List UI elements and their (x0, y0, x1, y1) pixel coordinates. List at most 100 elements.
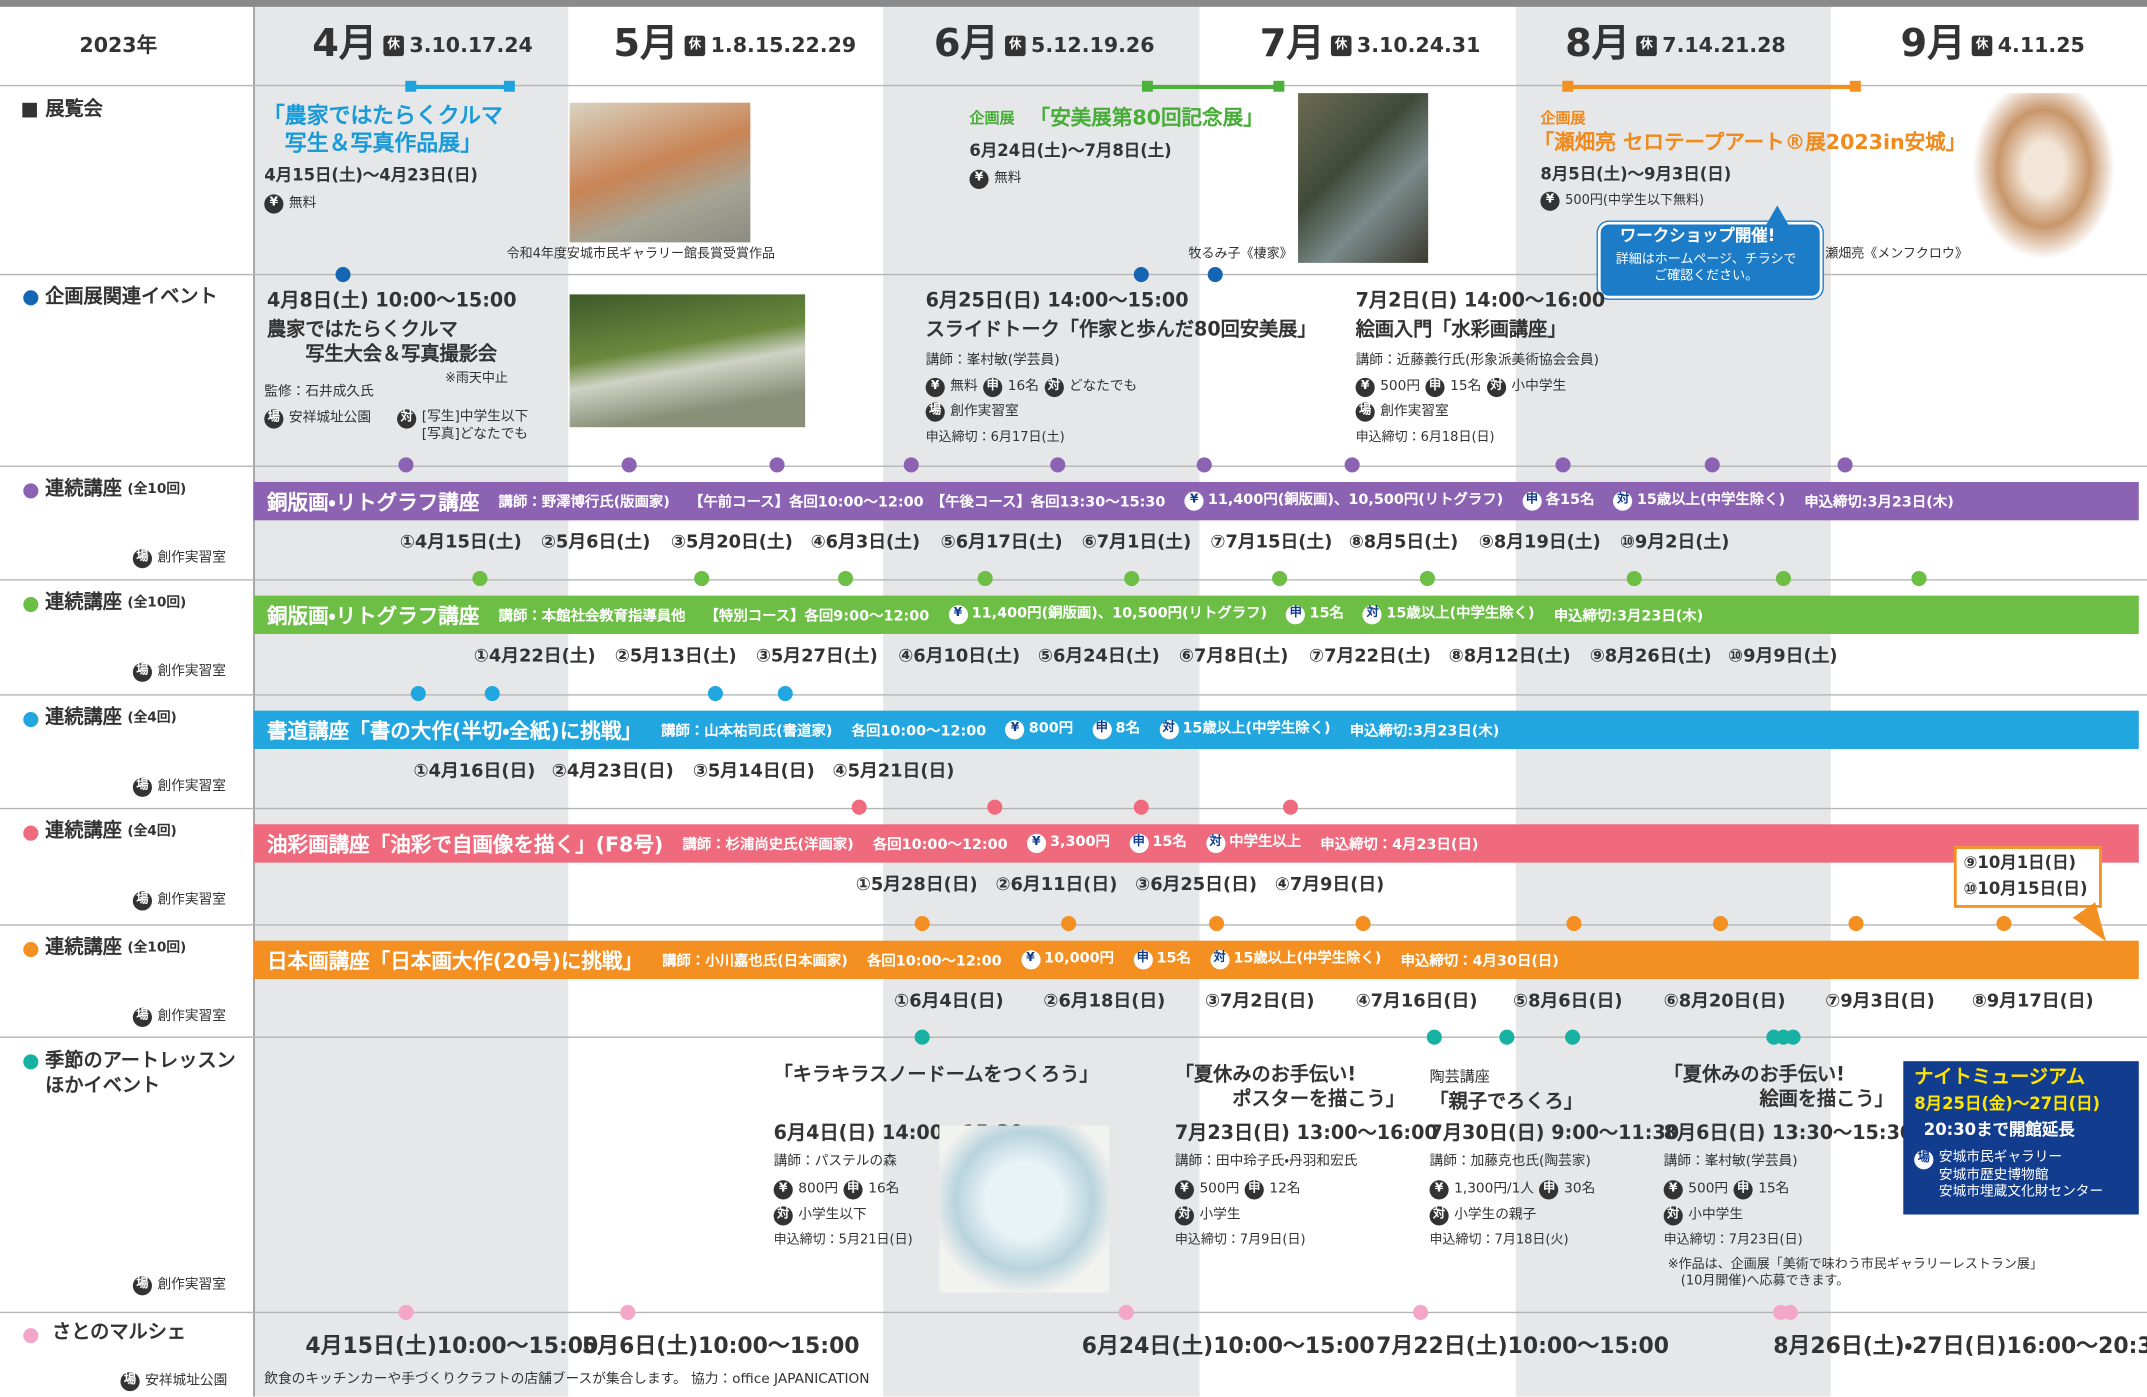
date-dot (1123, 570, 1139, 586)
date-dot (1782, 1304, 1798, 1320)
badge-capacity: 申 (1244, 1180, 1264, 1200)
fee: 500円 (1380, 378, 1421, 395)
session-date: ⑦7月15日(土) (1210, 532, 1333, 554)
session-date: ①4月15日(土) (399, 532, 522, 554)
event-instructor: 講師：峯村敏(学芸員) (1663, 1154, 1798, 1170)
label: 連続講座 (45, 706, 122, 729)
marche-date: 8月26日(土)・27日(日)16:00～20:30 (1773, 1332, 2147, 1359)
deadline: 申込締切:3月23日(木) (1804, 493, 1954, 511)
event-title: スライドトーク「作家と歩んだ80回安美展」 (925, 319, 1317, 341)
row-label: 季節のアートレッスン ほかイベント (45, 1050, 236, 1097)
event-datetime: 6月25日(日) 14:00～15:00 (925, 290, 1189, 313)
badge-capacity: 申 (843, 1180, 863, 1200)
exhibition-kind: 企画展 (969, 109, 1015, 128)
badge-capacity: 申 (983, 377, 1003, 398)
date-dot (619, 1304, 635, 1320)
session-date: ③7月2日(日) (1204, 991, 1315, 1012)
row-label: 連続講座 (全10回) (45, 478, 186, 502)
month-name: 8月 (1565, 20, 1631, 66)
event-title: 絵画入門「水彩画講座」 (1355, 319, 1567, 341)
target: 15歳以上(中学生除く) (1636, 492, 1786, 509)
info-group: 申 15名 (1286, 605, 1344, 625)
date-dot (1565, 915, 1581, 931)
date-dot (693, 570, 709, 586)
event-supervisor: 監修：石井成久氏 (264, 384, 374, 400)
label: 連続講座 (45, 477, 122, 500)
closed-dates: 3.10.24.31 (1356, 32, 1481, 58)
date-dot (1208, 915, 1224, 931)
event-title: 「キラキラスノードームをつくろう」 (773, 1063, 1099, 1086)
badge-fee: ¥ (773, 1180, 793, 1200)
event-datetime: 7月23日(日) 13:00～16:00 (1174, 1122, 1438, 1145)
info-line: 対小学生以下 (773, 1206, 867, 1226)
badge-venue: 場 (132, 1276, 152, 1296)
badge-target: 対 (1205, 833, 1226, 854)
event-title: 農家ではたらくクルマ 写生大会＆写真撮影会 (267, 319, 498, 365)
date-dot (22, 596, 38, 612)
session-date: ④7月9日(日) (1274, 874, 1385, 896)
month-name: 9月 (1900, 20, 1966, 66)
fee: 無料 (994, 170, 1022, 186)
row-label: 連続講座 (全10回) (45, 937, 186, 961)
callout-tail (1766, 205, 1789, 225)
target: [写生]中学生以下 [写真]どなたでも (421, 409, 529, 442)
session-date: ①5月28日(日) (855, 874, 978, 896)
event-datetime: 7月30日(日) 9:00～11:30 (1429, 1122, 1680, 1145)
date-dot (1118, 1304, 1134, 1320)
session-date: ②6月11日(日) (995, 874, 1118, 896)
night-title: ナイトミュージアム (1914, 1066, 2086, 1089)
session-date: ②5月13日(土) (614, 646, 737, 667)
closed-days: 休 5.12.19.26 (1005, 33, 1155, 59)
badge-fee: ¥ (1174, 1180, 1194, 1200)
info-line: 場創作実習室 (1355, 402, 1449, 422)
closed-dates: 1.8.15.22.29 (710, 32, 857, 58)
date-dot (850, 798, 867, 815)
row-divider (0, 465, 2147, 467)
schedule: 各回10:00～12:00 (867, 952, 1002, 969)
photo (569, 294, 806, 428)
schedule: 【午前コース】各回10:00～12:00 【午後コース】各回13:30～15:3… (689, 493, 1166, 511)
exhibition-period: 6月24日(土)～7月8日(土) (969, 141, 1172, 161)
date-dot (1910, 570, 1926, 586)
badge-venue: 場 (132, 777, 152, 797)
row-label: 企画展関連イベント (45, 286, 218, 309)
info-group: 対 15歳以上(中学生除く) (1363, 605, 1535, 625)
instructor: 講師：野澤博行氏(版画家) (498, 493, 670, 511)
date-dot (1554, 456, 1570, 472)
closed-days: 休 3.10.24.31 (1330, 32, 1481, 59)
info-line: 場安祥城址公園 (120, 1371, 227, 1392)
target: 小中学生 (1688, 1207, 1744, 1223)
count: (全4回) (127, 823, 177, 839)
badge-capacity: 申 (1733, 1180, 1753, 1200)
date-dot (22, 1327, 38, 1343)
event-title: 「夏休みのお手伝い! ポスターを描こう」 (1174, 1063, 1405, 1110)
badge-fee: ¥ (1429, 1180, 1449, 1200)
date-dot (1995, 915, 2011, 931)
badge-target: 対 (1210, 950, 1230, 970)
date-dot (410, 685, 426, 701)
course-bar: 銅版画・リトグラフ講座 講師：野澤博行氏(版画家) 【午前コース】各回10:00～1… (253, 481, 2139, 521)
badge-fee: ¥ (264, 194, 284, 214)
date-dot (1419, 570, 1435, 586)
badge-venue: 場 (120, 1371, 140, 1392)
target: 15歳以上(中学生除く) (1386, 605, 1535, 623)
date-dot (1847, 915, 1863, 931)
event-deadline: 申込締切：7月18日(火) (1429, 1232, 1569, 1248)
event-datetime: 8月6日(日) 13:30～15:30 (1663, 1122, 1914, 1145)
count: (全4回) (127, 709, 177, 726)
venue: 創作実習室 (157, 892, 226, 908)
venue: 創作実習室 (157, 1277, 226, 1293)
info-line: ¥1,300円/1人申 30名 (1429, 1180, 1596, 1200)
info-group: 対 15歳以上(中学生除く) (1159, 720, 1331, 740)
badge-target: 対 (1663, 1206, 1683, 1226)
capacity: 16名 (868, 1181, 900, 1197)
row-divider (0, 84, 2147, 87)
session-date: ⑥7月1日(土) (1081, 532, 1192, 554)
date-dot (1207, 266, 1223, 282)
session-date: ③5月27日(土) (755, 646, 878, 667)
capacity: 30名 (1564, 1181, 1596, 1197)
info-group: 申各15名 (1522, 491, 1594, 511)
date-dot (903, 456, 919, 472)
row-divider (0, 579, 2147, 581)
row-label: 連続講座 (全10回) (45, 592, 186, 616)
